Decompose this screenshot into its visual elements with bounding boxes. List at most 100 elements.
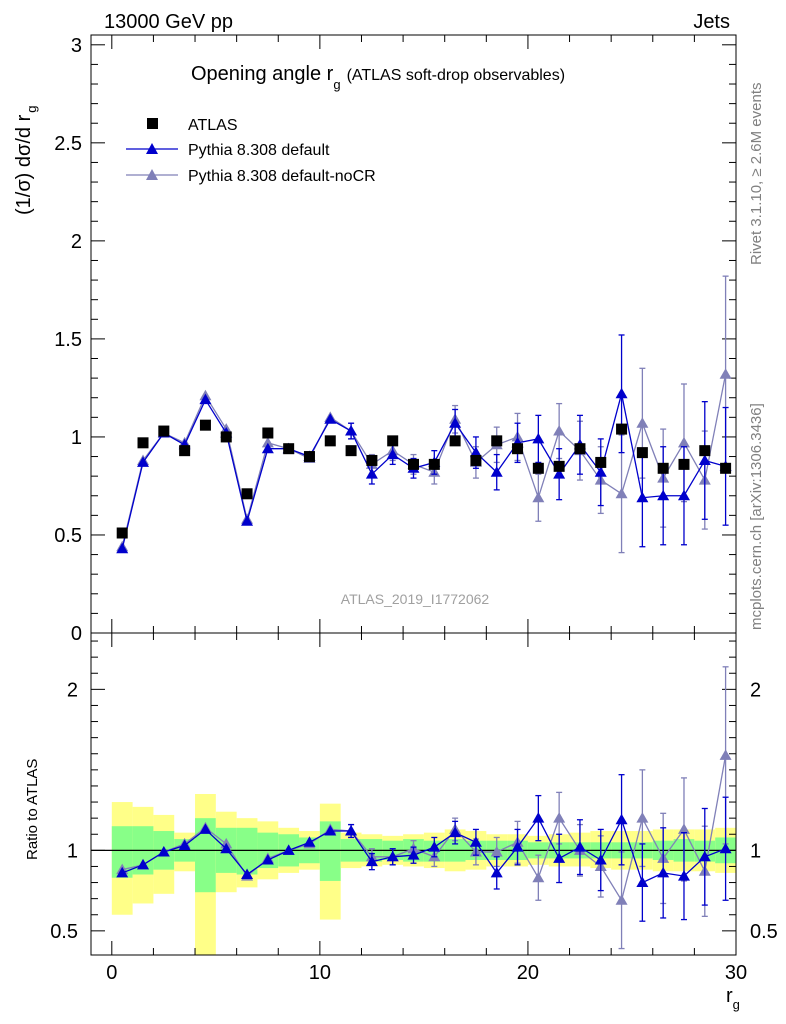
process-label: Jets xyxy=(693,11,730,33)
atlas-data-point xyxy=(324,435,336,447)
axis-ticks: 0 10 20 30 0 0.5 1 1.5 2 2.5 3 0.5 0.5 1 1 2 2 xyxy=(50,35,778,984)
default-main-point xyxy=(137,456,150,467)
atlas-data-point xyxy=(387,435,399,447)
stat-uncertainty-band xyxy=(319,821,341,881)
default-main-point xyxy=(615,387,628,399)
y-tick-label-ratio-right: 2 xyxy=(750,679,761,701)
default-main-point xyxy=(241,515,254,526)
atlas-data-point xyxy=(137,437,149,449)
atlas-data-point xyxy=(220,431,232,443)
default-main-point xyxy=(594,466,607,477)
nocr-ratio-line xyxy=(122,755,727,902)
default-ratio-point xyxy=(511,841,524,852)
default-main-point xyxy=(657,489,670,501)
default-ratio-point xyxy=(449,826,462,838)
default-ratio-point xyxy=(220,842,233,854)
nocr-main-point xyxy=(261,436,274,448)
default-main-line xyxy=(121,393,726,549)
atlas-data-point xyxy=(199,419,211,431)
default-main-point xyxy=(490,466,503,477)
atlas-data-point xyxy=(532,462,544,474)
atlas-data-point xyxy=(116,527,128,539)
rivet-version-label: Rivet 3.1.10, ≥ 2.6M events xyxy=(748,83,765,266)
x-tick-label: 30 xyxy=(725,962,747,984)
default-ratio-point xyxy=(657,866,670,878)
y-tick-label-main: 1 xyxy=(71,427,82,449)
nocr-main-line xyxy=(121,374,727,547)
default-main-point xyxy=(449,417,462,428)
stat-uncertainty-band xyxy=(111,826,133,878)
atlas-data-point xyxy=(574,443,586,455)
atlas-data-point xyxy=(678,458,690,470)
default-ratio-point xyxy=(469,836,482,847)
legend-atlas-marker xyxy=(147,118,158,129)
default-ratio-point xyxy=(324,825,337,836)
default-main-point xyxy=(532,432,545,444)
nocr-ratio-point xyxy=(677,823,690,834)
stat-uncertainty-band xyxy=(195,818,216,893)
nocr-ratio-point xyxy=(490,845,503,857)
atlas-data-point xyxy=(720,462,732,474)
default-main-point xyxy=(636,491,649,503)
default-ratio-point xyxy=(261,854,274,865)
atlas-data-point xyxy=(283,443,295,455)
x-tick-label: 10 xyxy=(309,962,331,984)
y-tick-label-ratio-right: 0.5 xyxy=(750,921,778,943)
atlas-data-point xyxy=(345,445,357,457)
nocr-ratio-point xyxy=(532,871,545,883)
default-main-point xyxy=(553,468,566,479)
atlas-data-point xyxy=(408,458,419,470)
y-axis-label-main-text: (1/σ) dσ/d r xyxy=(13,114,35,215)
default-ratio-point xyxy=(532,812,545,823)
atlas-data-point xyxy=(158,425,170,437)
atlas-data-point xyxy=(657,462,669,474)
legend-default-marker xyxy=(146,143,158,154)
atlas-data-point xyxy=(699,445,711,457)
default-ratio-point xyxy=(345,825,358,836)
y-axis-label-ratio: Ratio to ATLAS xyxy=(24,759,41,860)
nocr-ratio-point xyxy=(615,894,628,905)
atlas-data-point xyxy=(179,445,191,457)
plot-title-sub: g xyxy=(333,77,340,92)
y-tick-label-main: 2.5 xyxy=(54,133,82,155)
y-tick-label-main: 0 xyxy=(71,623,82,645)
default-main-point xyxy=(365,468,378,479)
atlas-data-point xyxy=(470,454,482,466)
atlas-data-point xyxy=(491,435,503,447)
y-tick-label-ratio: 1 xyxy=(67,840,78,862)
y-tick-label-main: 2 xyxy=(71,231,82,253)
nocr-main-point xyxy=(677,436,690,448)
nocr-main-point xyxy=(532,491,545,503)
default-ratio-point xyxy=(157,845,170,857)
nocr-ratio-point xyxy=(553,812,566,823)
y-tick-label-main: 3 xyxy=(71,35,82,57)
default-main-point xyxy=(199,393,212,405)
nocr-ratio-point xyxy=(719,749,732,760)
ratio-series xyxy=(116,666,732,950)
default-ratio-line xyxy=(121,816,726,884)
atlas-data-point xyxy=(303,451,315,463)
default-ratio-point xyxy=(573,841,586,852)
legend-default-label: Pythia 8.308 default xyxy=(188,142,330,159)
legend: ATLAS Pythia 8.308 default Pythia 8.308 … xyxy=(126,117,376,185)
atlas-data-point xyxy=(241,488,253,500)
default-ratio-point xyxy=(178,839,191,851)
y-axis-label-main-sub: g xyxy=(24,106,39,113)
energy-label: 13000 GeV pp xyxy=(104,11,233,33)
default-ratio-point xyxy=(677,870,690,881)
x-axis-label-text: r xyxy=(726,985,733,1007)
y-tick-label-ratio: 2 xyxy=(67,679,78,701)
y-axis-label-main: (1/σ) dσ/d rg xyxy=(13,106,39,216)
nocr-main-point xyxy=(636,417,649,428)
plot-title-main: Opening angle r xyxy=(191,63,334,85)
default-ratio-point xyxy=(428,841,441,852)
default-main-point xyxy=(261,442,274,454)
default-ratio-point xyxy=(636,876,649,888)
atlas-data-point xyxy=(262,427,274,439)
default-ratio-point xyxy=(199,823,212,834)
x-axis-label: rg xyxy=(726,985,740,1012)
default-main-point xyxy=(386,448,399,460)
y-tick-label-main: 1.5 xyxy=(54,329,82,351)
atlas-data-point xyxy=(616,423,628,435)
y-tick-label-main: 0.5 xyxy=(54,525,82,547)
